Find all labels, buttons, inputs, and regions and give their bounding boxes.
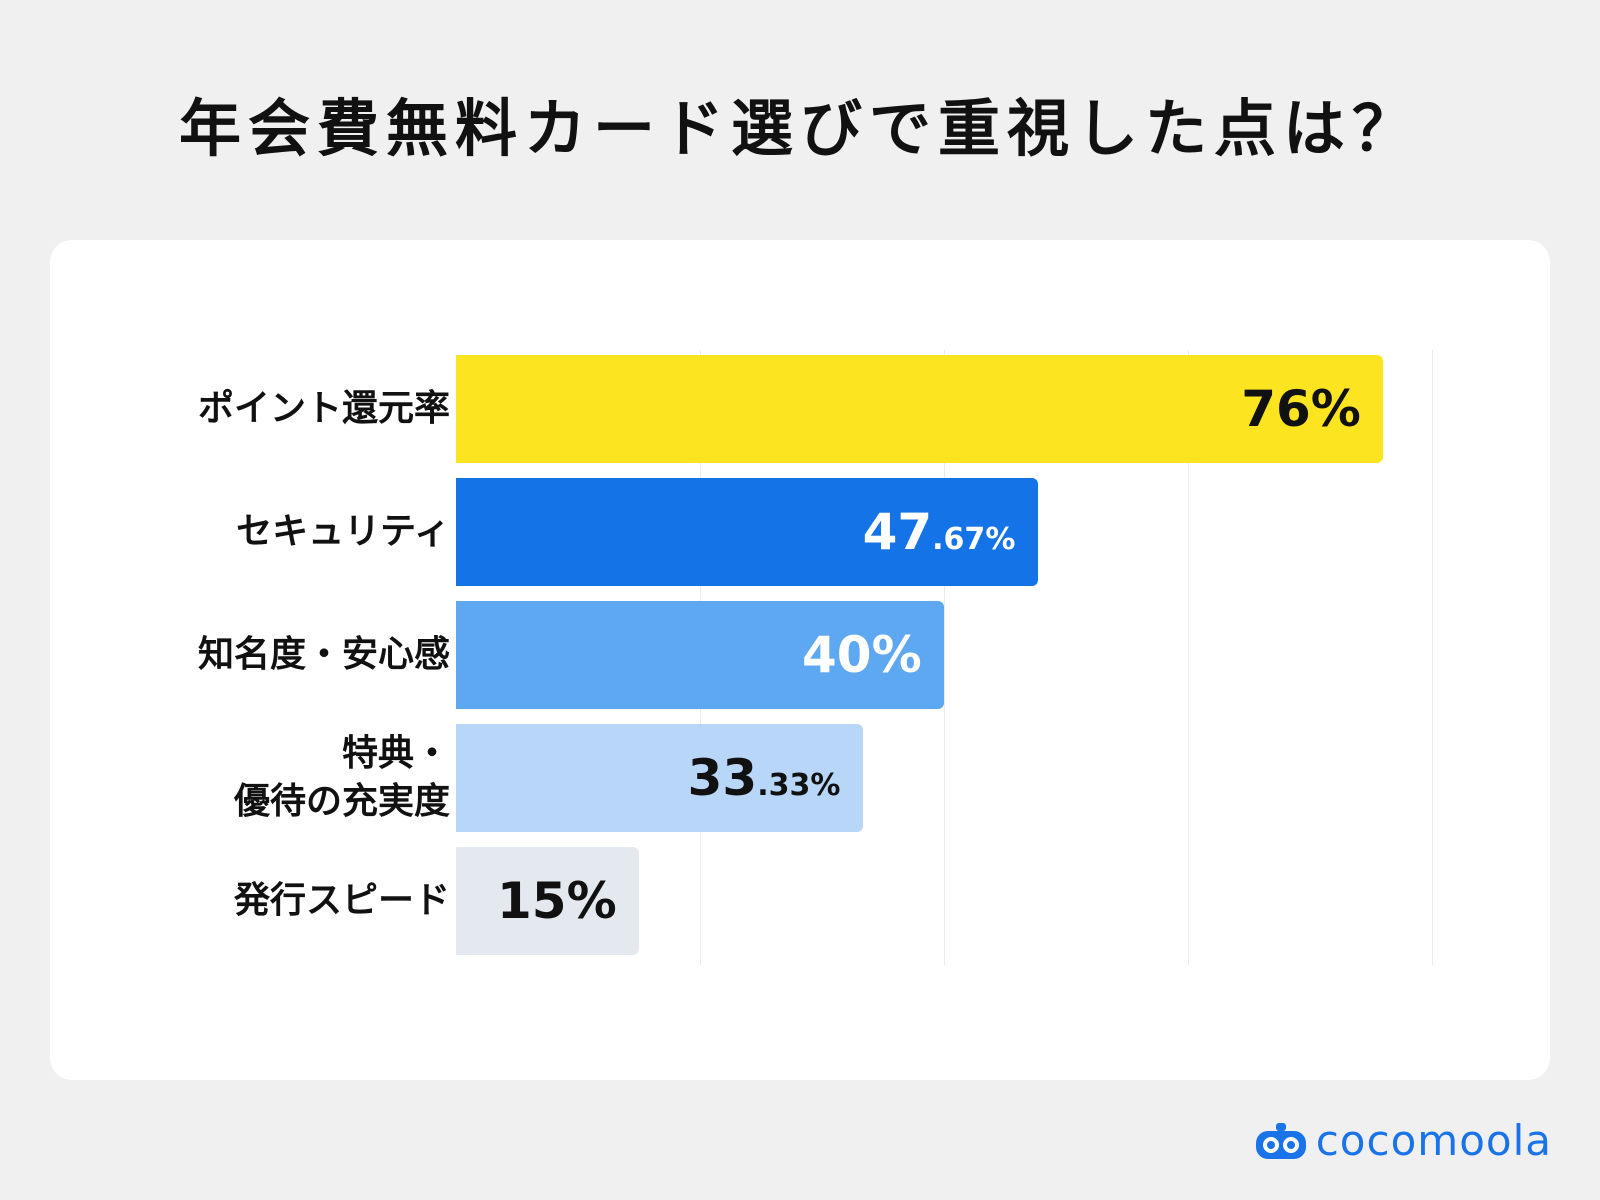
gridline [1432, 350, 1433, 965]
bar [456, 478, 1038, 586]
gridline [1188, 350, 1189, 965]
value-label: 40% [802, 626, 922, 684]
bar [456, 724, 863, 832]
value-label: 15% [497, 872, 617, 930]
page-title: 年会費無料カード選びで重視した点は？ [178, 92, 1421, 165]
gridline [944, 350, 945, 965]
value-label: 33.33% [687, 749, 841, 807]
brand-logo: cocomoola [1254, 1116, 1552, 1165]
brand-name: cocomoola [1315, 1116, 1552, 1165]
bar [456, 847, 639, 955]
category-label: 知名度・安心感 [197, 634, 450, 675]
category-label: ポイント還元率 [197, 388, 450, 429]
chart-plot: ポイント還元率 76% セキュリティ 47.67% 知名度・安心感 40% 特典・ 優待の充… [50, 240, 1550, 1080]
category-label: 発行スピード [233, 880, 450, 921]
bar [456, 601, 944, 709]
value-label: 47.67% [862, 503, 1016, 561]
value-label: 76% [1241, 380, 1361, 438]
robot-logo-icon [1255, 1122, 1306, 1159]
bar [456, 355, 1384, 463]
category-label: セキュリティ [236, 511, 450, 552]
chart-card: ポイント還元率 76% セキュリティ 47.67% 知名度・安心感 40% 特典・ 優待の充… [50, 240, 1550, 1080]
category-label: 特典・ 優待の充実度 [233, 733, 450, 822]
